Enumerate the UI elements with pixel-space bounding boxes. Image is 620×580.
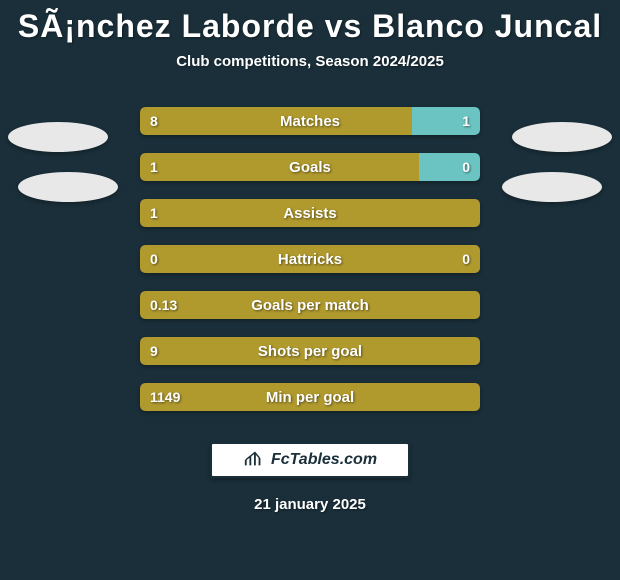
stat-value-right: 0 (462, 245, 470, 273)
stat-bar-track: 81Matches (140, 107, 480, 135)
stat-value-left: 1149 (150, 383, 180, 411)
stat-bar-track: 00Hattricks (140, 245, 480, 273)
stat-bar-left (140, 291, 480, 319)
page-title: SÃ¡nchez Laborde vs Blanco Juncal (0, 0, 620, 45)
date-label: 21 january 2025 (0, 496, 620, 513)
player-ellipse (18, 172, 118, 202)
stat-value-left: 8 (150, 107, 158, 135)
stat-value-left: 1 (150, 199, 158, 227)
stat-bar-left (140, 245, 480, 273)
stat-value-left: 0 (150, 245, 158, 273)
stat-bar-left (140, 199, 480, 227)
stat-bar-left (140, 337, 480, 365)
stat-bar-track: 10Goals (140, 153, 480, 181)
stat-row: 0.13Goals per match (10, 282, 610, 328)
brand-text: FcTables.com (271, 451, 377, 469)
stat-bar-right (419, 153, 480, 181)
brand-box: FcTables.com (210, 442, 410, 478)
player-ellipse (512, 122, 612, 152)
stat-bar-left (140, 153, 419, 181)
stat-row: 1149Min per goal (10, 374, 610, 420)
player-ellipse (502, 172, 602, 202)
subtitle: Club competitions, Season 2024/2025 (0, 53, 620, 70)
stat-value-right: 0 (462, 153, 470, 181)
stat-bar-left (140, 107, 412, 135)
stat-row: 00Hattricks (10, 236, 610, 282)
chart-icon (243, 447, 265, 474)
stat-value-right: 1 (462, 107, 470, 135)
stat-bar-track: 9Shots per goal (140, 337, 480, 365)
stat-bar-track: 1149Min per goal (140, 383, 480, 411)
stat-row: 9Shots per goal (10, 328, 610, 374)
stat-value-left: 0.13 (150, 291, 177, 319)
player-ellipse (8, 122, 108, 152)
stat-bar-track: 1Assists (140, 199, 480, 227)
stat-value-left: 1 (150, 153, 158, 181)
stat-value-left: 9 (150, 337, 158, 365)
stat-bar-track: 0.13Goals per match (140, 291, 480, 319)
stat-bar-left (140, 383, 480, 411)
